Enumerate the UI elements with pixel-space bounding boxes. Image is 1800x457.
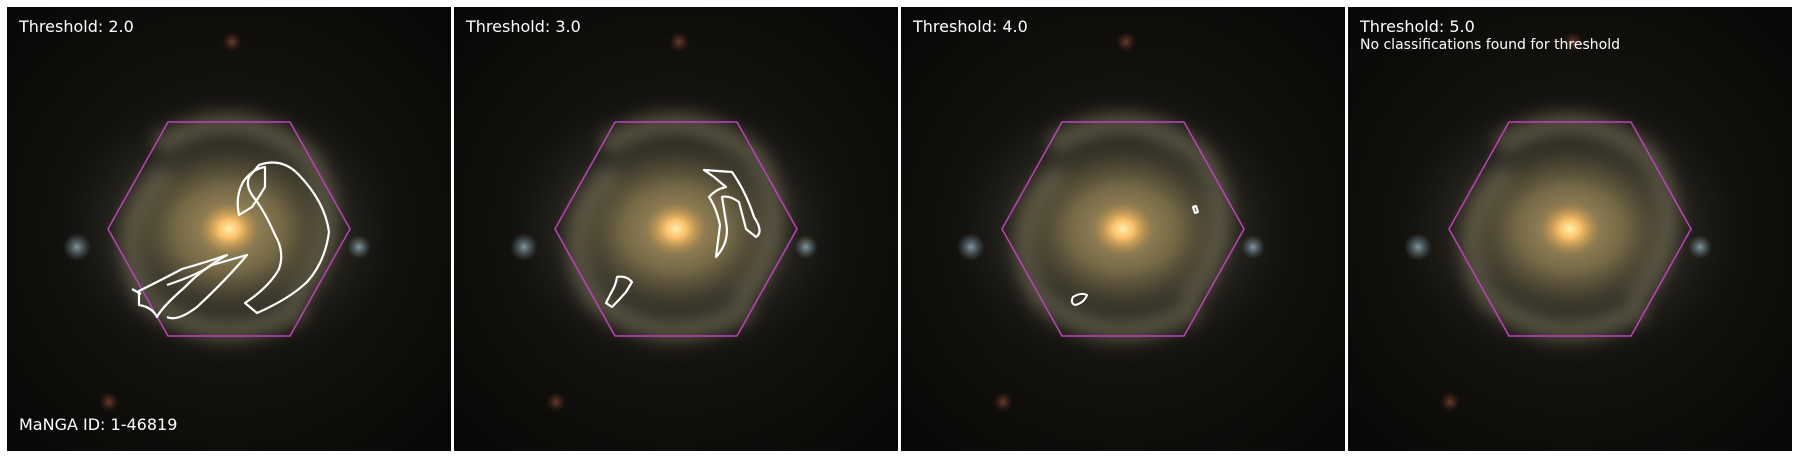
galaxy-image	[454, 7, 898, 451]
threshold-label: Threshold: 2.0	[19, 17, 134, 36]
panel-threshold-5: Threshold: 5.0 No classifications found …	[1348, 7, 1792, 451]
galaxy-image	[1348, 7, 1792, 451]
classification-contours	[604, 168, 761, 309]
classification-contours	[131, 161, 331, 320]
threshold-label: Threshold: 3.0	[466, 17, 581, 36]
manga-id-label: MaNGA ID: 1-46819	[19, 415, 178, 434]
galaxy-image	[901, 7, 1345, 451]
panel-threshold-4: Threshold: 4.0	[901, 7, 1345, 451]
ifu-hexagon	[1448, 121, 1692, 337]
threshold-label: Threshold: 4.0	[913, 17, 1028, 36]
threshold-label: Threshold: 5.0	[1360, 17, 1475, 36]
ifu-hexagon	[554, 121, 798, 337]
classification-contours	[1070, 205, 1199, 306]
galaxy-image	[7, 7, 451, 451]
ifu-hexagon	[1001, 121, 1245, 337]
threshold-note: No classifications found for threshold	[1360, 37, 1620, 53]
panel-threshold-2: Threshold: 2.0 MaNGA ID: 1-46819	[7, 7, 451, 451]
ifu-hexagon	[107, 121, 351, 337]
panel-threshold-3: Threshold: 3.0	[454, 7, 898, 451]
